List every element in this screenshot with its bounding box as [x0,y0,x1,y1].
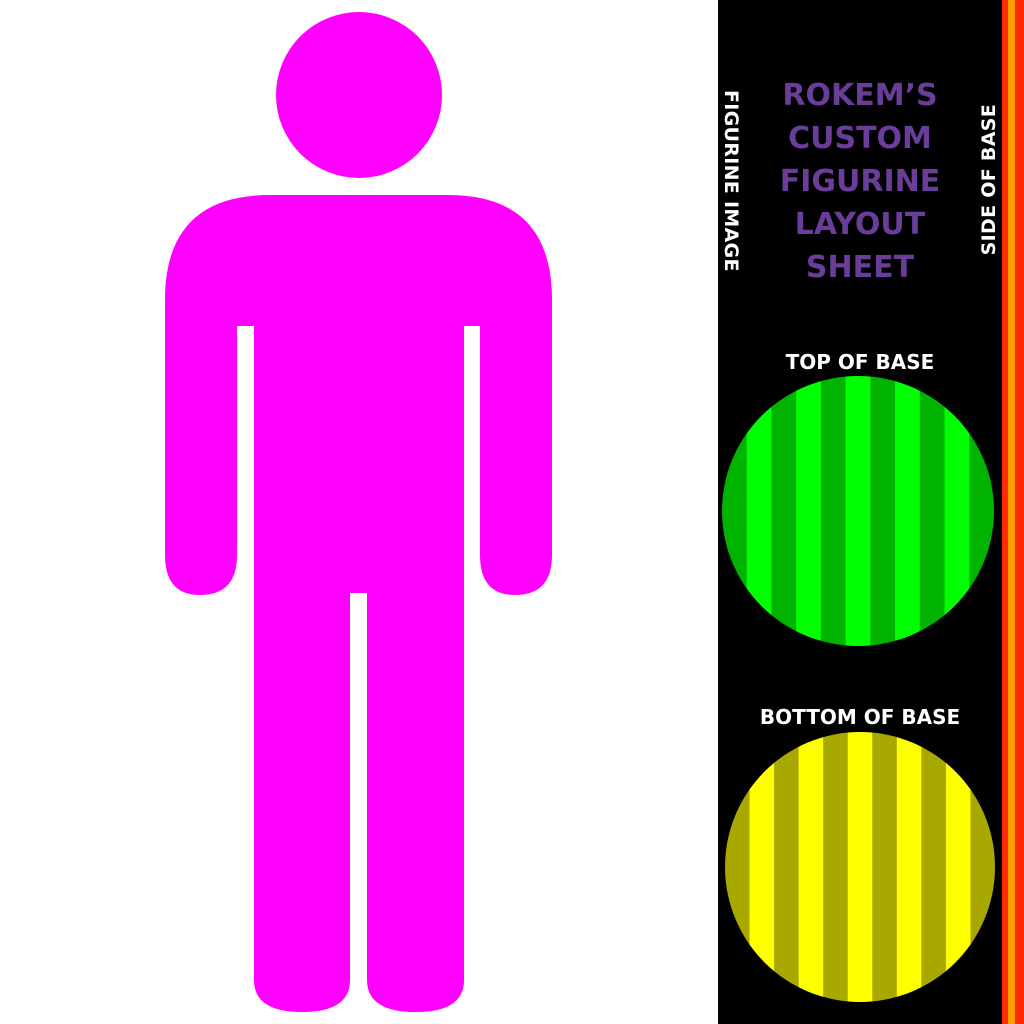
title-line: SHEET [805,250,915,285]
side-strip-band [1008,0,1015,1024]
figurine-image-label: FIGURINE IMAGE [720,90,742,272]
side-strip-band [1015,0,1024,1024]
top-base-stripe [969,376,994,646]
bottom-base-stripe [945,732,972,1002]
top-base-stripe [895,376,921,646]
side-strip-band [1002,0,1008,1024]
figurine-head [276,12,442,178]
bottom-base-stripe [798,732,824,1002]
bottom-base-stripe [921,732,947,1002]
side-of-base-strip [1002,0,1024,1024]
figurine-image-area [165,12,552,1012]
side-of-base-label: SIDE OF BASE [978,104,1000,256]
top-base-stripe [944,376,970,646]
top-base-stripe [796,376,822,646]
top-base-stripe [870,376,896,646]
top-base-stripe [820,376,847,646]
top-base-stripe [845,376,871,646]
top-base-stripe [722,376,748,646]
person-silhouette-icon [165,12,552,1012]
bottom-base-stripe [774,732,800,1002]
title-line: LAYOUT [794,207,926,242]
bottom-base-stripe [725,732,751,1002]
bottom-of-base-disc [725,732,995,1002]
bottom-base-stripe [847,732,873,1002]
title-line: ROKEM’S [782,78,938,113]
top-of-base-disc [722,376,994,646]
bottom-base-stripe [896,732,922,1002]
top-base-stripe [771,376,797,646]
bottom-of-base-label: BOTTOM OF BASE [759,705,961,729]
title-line: FIGURINE [779,164,941,199]
top-base-stripe [919,376,946,646]
bottom-base-stripe [872,732,898,1002]
bottom-base-stripe [970,732,995,1002]
figurine-body [165,195,552,1012]
bottom-base-stripe [749,732,775,1002]
sheet-title: ROKEM’S CUSTOM FIGURINE LAYOUT SHEET [760,74,960,289]
top-base-stripe [746,376,773,646]
title-line: CUSTOM [788,121,932,156]
top-of-base-label: TOP OF BASE [785,350,935,374]
bottom-base-stripe [823,732,849,1002]
